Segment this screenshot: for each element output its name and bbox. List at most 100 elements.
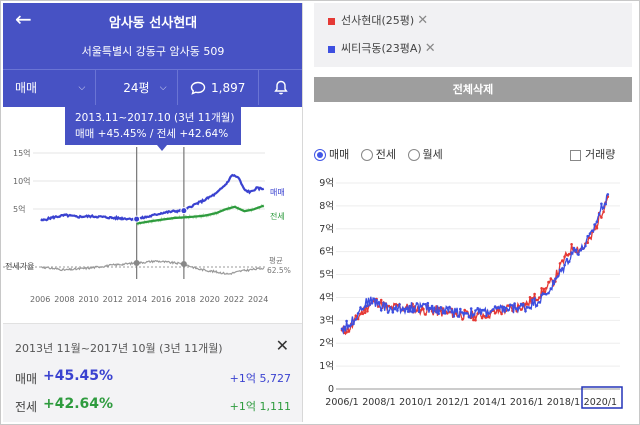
filter-tabs: 매매 ⌵ 24평 ⌵ 1,897	[3, 69, 302, 105]
series-point	[361, 312, 365, 315]
x-tick-label: 2010/1	[399, 397, 432, 408]
series-point	[370, 302, 374, 305]
y-tick-label: 15억	[13, 148, 31, 158]
tooltip-change: 매매 +45.45% / 전세 +42.64%	[75, 128, 229, 140]
radio-monthly[interactable]: 월세	[407, 146, 443, 162]
address: 서울특별시 강동구 암사동 509	[81, 45, 225, 58]
series-point	[406, 310, 410, 313]
series-point	[448, 305, 451, 309]
series-point	[586, 234, 589, 238]
series-point	[574, 248, 578, 252]
series-point	[602, 206, 605, 209]
x-tick-label: 2010	[78, 295, 98, 304]
y-tick-label: 5억	[319, 269, 334, 281]
series-point	[595, 220, 599, 223]
series-point	[519, 302, 523, 306]
series-point	[441, 311, 445, 315]
remove-icon[interactable]: ✕	[424, 41, 436, 56]
x-tick-label: 2020	[200, 295, 220, 304]
rent-label: 전세	[15, 400, 38, 414]
series-point	[472, 313, 475, 316]
x-tick-label: 2008/1	[362, 397, 395, 408]
series-point	[400, 308, 403, 312]
x-tick-label: 2008	[54, 295, 74, 304]
comments-button[interactable]: 1,897	[178, 70, 259, 105]
x-tick-label: 2018/1	[547, 397, 580, 408]
series-point	[430, 304, 434, 308]
compare-chart[interactable]: 0 1억 2억 3억 4억 5억 6억 7억 8억 9억 2006/1 2008/1 2010/1 201…	[308, 171, 637, 422]
series-point	[433, 306, 436, 310]
rent-change-row: 전세 +42.64% +1억 1,111	[15, 396, 291, 416]
series-point	[420, 305, 423, 308]
series-point	[352, 322, 355, 326]
series-point	[535, 298, 539, 302]
notification-button[interactable]	[259, 70, 302, 105]
x-tick-label: 2014	[127, 295, 147, 304]
series-point	[354, 314, 358, 317]
y-tick-label: 5억	[13, 204, 25, 214]
sale-change-row: 매매 +45.45% +1억 5,727	[15, 368, 291, 388]
series-point	[511, 304, 514, 307]
series-point	[368, 303, 371, 306]
radio-sale[interactable]: 매매	[314, 146, 349, 162]
series-point	[379, 308, 383, 312]
remove-icon[interactable]: ✕	[417, 13, 429, 28]
y-tick-label: 4억	[319, 291, 334, 303]
series-point	[506, 304, 510, 307]
series-point	[588, 236, 592, 240]
series-point	[526, 303, 529, 306]
series-point	[602, 210, 605, 214]
checkbox-icon	[570, 149, 581, 161]
size-select[interactable]: 24평 ⌵	[96, 70, 178, 105]
series-point	[343, 325, 346, 329]
series-point	[467, 315, 471, 319]
radio-label: 매매	[329, 148, 350, 161]
series-point	[531, 298, 534, 302]
series-point	[404, 307, 408, 311]
series-point	[485, 314, 488, 318]
radio-label: 월세	[422, 148, 443, 161]
series-point	[572, 246, 576, 250]
series-point	[542, 287, 546, 291]
series-point	[535, 304, 539, 307]
series-point	[493, 311, 497, 315]
series-point	[456, 315, 460, 318]
delete-all-button[interactable]: 전체삭제	[314, 77, 632, 102]
tooltip-period: 2013.11~2017.10 (3년 11개월)	[75, 112, 235, 124]
series-point	[506, 309, 510, 312]
series-point	[549, 287, 553, 290]
series-point	[435, 310, 438, 314]
series-point	[570, 251, 573, 254]
sale-line	[40, 173, 265, 222]
price-history-chart[interactable]: 15억 10억 5억 2006 2008 2010 2012 2014 2016 2018 2020…	[3, 107, 303, 323]
series-point	[384, 302, 388, 306]
radio-jeonse[interactable]: 전세	[360, 146, 396, 162]
x-tick-label: 2024	[248, 295, 268, 304]
series-point	[363, 305, 367, 308]
series-point	[565, 257, 569, 261]
series-point	[461, 311, 464, 314]
series-point	[547, 291, 550, 295]
close-icon[interactable]: ✕	[275, 336, 289, 355]
series-point	[540, 293, 543, 297]
trade-type-select[interactable]: 매매 ⌵	[3, 70, 97, 105]
series-point	[415, 309, 419, 312]
series-point	[391, 310, 395, 314]
volume-checkbox[interactable]: 거래량	[570, 146, 615, 162]
series-point	[424, 313, 427, 316]
series-point	[345, 319, 348, 323]
series-point	[420, 308, 423, 312]
series-point	[561, 259, 564, 262]
series-point	[588, 232, 592, 235]
series-point	[446, 306, 449, 310]
series-point	[561, 267, 564, 270]
series-path	[341, 193, 609, 335]
page-title: 암사동 선사현대	[108, 16, 198, 31]
back-arrow-icon[interactable]: ←	[15, 7, 32, 31]
compare-list: 선사현대(25평) ✕ 씨티극동(23평A) ✕	[314, 3, 632, 67]
series-point	[533, 297, 536, 300]
y-tick-label: 9억	[319, 177, 334, 189]
sale-marker	[133, 215, 141, 223]
series-point	[563, 263, 566, 267]
series-point	[396, 309, 399, 312]
